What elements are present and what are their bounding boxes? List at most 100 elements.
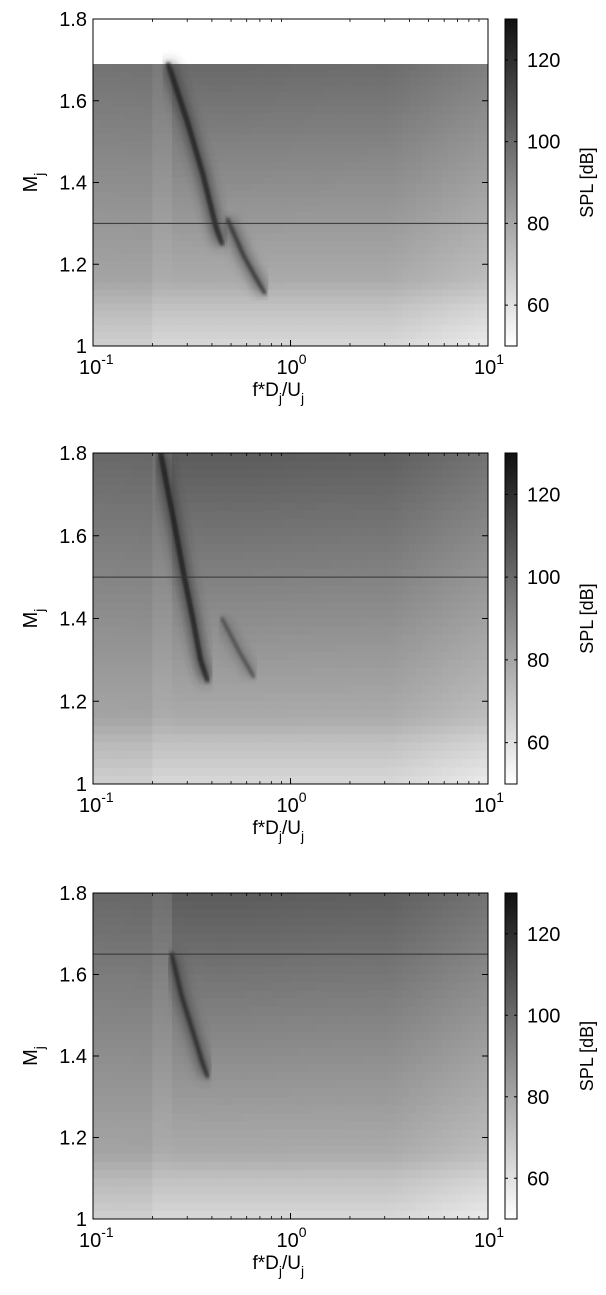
heatmap-cell [218,134,226,143]
heatmap-cell [481,693,488,702]
heatmap-cell [474,190,482,199]
heatmap-cell [395,585,403,595]
heatmap-cell [468,190,476,199]
heatmap-cell [93,577,101,586]
heatmap-cell [343,106,351,114]
heatmap-cell [461,275,469,284]
heatmap-cell [277,535,285,545]
heatmap-cell [237,461,245,471]
heatmap-cell [297,226,305,234]
heatmap-cell [468,85,476,93]
heatmap-cell [369,668,377,677]
heatmap-cell [461,709,469,719]
heatmap-cell [310,502,318,512]
heatmap-cell [211,64,219,72]
heatmap-cell [152,169,160,178]
heatmap-cell [461,535,469,545]
heatmap-cell [99,477,107,487]
heatmap-cell [441,742,450,752]
heatmap-cell [237,585,245,595]
heatmap-cell [303,635,311,644]
heatmap-cell [257,331,265,340]
heatmap-cell [343,560,351,570]
heatmap-cell [468,585,476,595]
heatmap-cell [303,775,311,784]
heatmap-cell [297,684,305,694]
heatmap-cell [481,106,488,114]
heatmap-cell [165,626,173,636]
heatmap-cell [362,275,371,284]
heatmap-cell [191,659,199,669]
heatmap-cell [303,552,311,562]
heatmap-cell [139,750,147,760]
heatmap-cell [290,275,298,284]
heatmap-cell [316,212,324,220]
heatmap-cell [237,64,245,72]
heatmap-cell [185,635,193,644]
heatmap-cell [290,190,298,199]
heatmap-cell [310,324,318,333]
heatmap-cell [448,684,456,694]
heatmap-cell [356,577,364,586]
heatmap-cell [257,717,265,727]
heatmap-cell [119,226,127,234]
heatmap-cell [389,148,397,157]
heatmap-cell [231,331,239,340]
heatmap-cell [119,726,127,735]
heatmap-cell [382,212,390,220]
heatmap-cell [415,282,423,291]
heatmap-cell [172,99,180,107]
heatmap-cell [152,453,160,462]
heatmap-cell [303,155,311,164]
heatmap-cell [323,233,331,241]
heatmap-cell [185,261,193,270]
heatmap-cell [211,469,219,479]
heatmap-cell [382,544,390,553]
heatmap-cell [106,527,114,537]
heatmap-cell [448,759,456,769]
heatmap-cell [389,331,397,340]
heatmap-cell [185,64,193,72]
heatmap-cell [185,668,193,677]
heatmap-cell [481,85,488,93]
heatmap-cell [356,742,364,752]
heatmap-cell [349,767,357,777]
heatmap-cell [428,477,436,487]
heatmap-cell [376,176,384,185]
heatmap-cell [106,693,114,702]
heatmap-cell [264,469,272,479]
heatmap-cell [204,338,213,346]
heatmap-cell [382,310,390,319]
heatmap-cell [316,527,324,537]
heatmap-cell [251,552,259,562]
heatmap-cell [461,502,469,512]
heatmap-cell [362,324,371,333]
heatmap-cell [99,742,107,752]
heatmap-cell [323,212,331,220]
heatmap-cell [343,668,351,677]
heatmap-cell [323,750,331,760]
heatmap-cell [237,494,245,504]
heatmap-cell [119,64,127,72]
heatmap-cell [349,759,357,769]
heatmap-cell [343,127,351,136]
heatmap-cell [422,635,430,644]
heatmap-cell [303,169,311,178]
heatmap-cell [257,643,265,653]
heatmap-cell [224,78,232,86]
heatmap-cell [468,750,476,760]
heatmap-cell [158,338,166,346]
heatmap-cell [211,568,219,578]
heatmap-cell [330,684,338,694]
heatmap-cell [125,120,134,129]
heatmap-cell [224,254,232,262]
heatmap-cell [402,71,410,79]
heatmap-cell [343,461,351,471]
heatmap-cell [316,742,324,752]
heatmap-cell [389,226,397,234]
heatmap-cell [422,190,430,199]
heatmap-cell [277,169,285,178]
heatmap-cell [158,134,166,143]
heatmap-cell [415,338,423,346]
heatmap-cell [316,535,324,545]
